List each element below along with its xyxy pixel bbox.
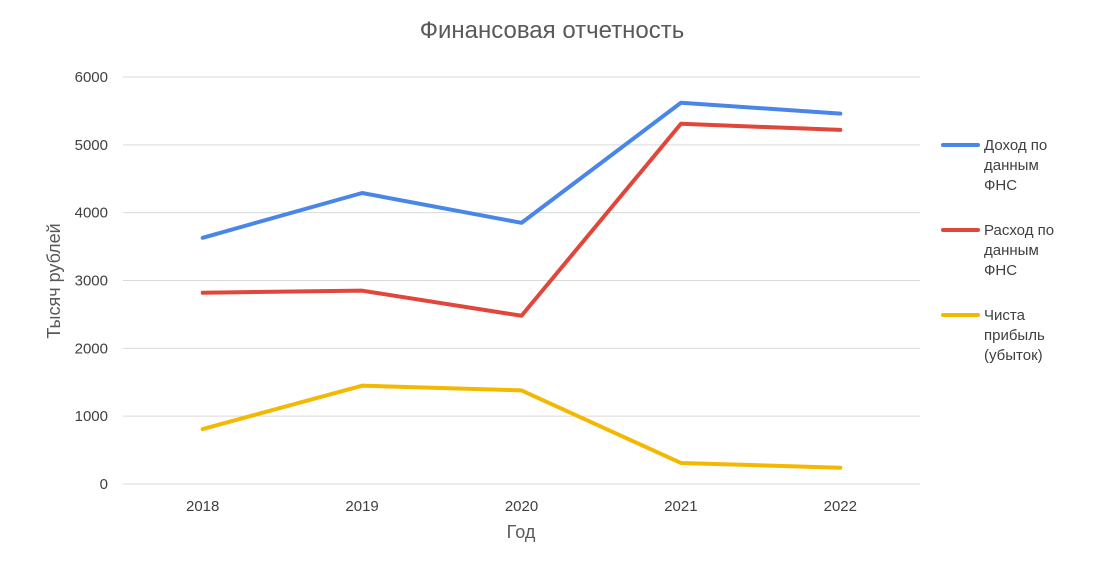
series-line-2: [200, 121, 843, 318]
y-axis-tick-labels: 0 1000 2000 3000 4000 5000 6000: [75, 69, 108, 493]
legend-item-1: Доход по данным ФНС: [941, 137, 1047, 194]
y-tick-label: 4000: [75, 205, 108, 222]
y-tick-label: 1000: [75, 408, 108, 425]
legend-label: Чиста прибыль (убыток): [984, 307, 1045, 364]
series-lines: [200, 100, 843, 470]
legend-item-2: Расход по данным ФНС: [941, 222, 1054, 279]
x-axis-tick-labels: 2018 2019 2020 2021 2022: [186, 498, 857, 515]
x-tick-label: 2018: [186, 498, 219, 515]
legend-label: Доход по данным ФНС: [984, 137, 1047, 194]
legend-item-3: Чиста прибыль (убыток): [941, 307, 1045, 364]
x-tick-label: 2020: [505, 498, 538, 515]
x-tick-label: 2021: [664, 498, 697, 515]
legend-label: Расход по данным ФНС: [984, 222, 1054, 279]
gridlines: [123, 76, 920, 485]
legend: Доход по данным ФНС Расход по данным ФНС Чиста…: [941, 137, 1054, 364]
y-tick-label: 2000: [75, 340, 108, 357]
series-line-1: [200, 100, 843, 240]
x-tick-label: 2022: [824, 498, 857, 515]
y-tick-label: 3000: [75, 273, 108, 290]
x-axis-title: Год: [507, 522, 536, 542]
y-tick-label: 5000: [75, 137, 108, 154]
chart-title: Финансовая отчетность: [420, 17, 685, 44]
x-tick-label: 2019: [345, 498, 378, 515]
y-tick-label: 6000: [75, 69, 108, 86]
series-line-3: [200, 383, 843, 470]
y-tick-label: 0: [100, 476, 108, 493]
y-axis-title: Тысяч рублей: [44, 223, 64, 338]
